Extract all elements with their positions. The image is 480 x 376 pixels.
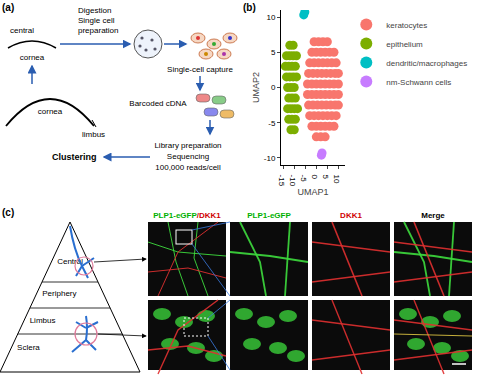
svg-text:0: 0 bbox=[310, 175, 319, 180]
svg-text:Central: Central bbox=[57, 257, 83, 266]
svg-text:10: 10 bbox=[266, 13, 275, 22]
svg-text:-5: -5 bbox=[299, 175, 308, 183]
svg-text:10: 10 bbox=[332, 175, 341, 184]
svg-text:Periphery: Periphery bbox=[42, 289, 76, 298]
svg-text:epithelium: epithelium bbox=[386, 40, 423, 49]
svg-text:preparation: preparation bbox=[78, 26, 118, 35]
svg-text:Single-cell capture: Single-cell capture bbox=[167, 65, 233, 74]
svg-text:UMAP2: UMAP2 bbox=[251, 72, 261, 103]
svg-text:PLP1-eGFP: PLP1-eGFP bbox=[247, 211, 291, 220]
svg-text:-5: -5 bbox=[268, 119, 276, 128]
svg-text:5: 5 bbox=[271, 48, 276, 57]
svg-text:100,000 reads/cell: 100,000 reads/cell bbox=[155, 163, 221, 172]
svg-text:PLP1-eGFP/DKK1: PLP1-eGFP/DKK1 bbox=[153, 211, 221, 220]
svg-text:limbus: limbus bbox=[82, 130, 105, 139]
svg-text:Sequencing: Sequencing bbox=[167, 152, 209, 161]
svg-text:-10: -10 bbox=[264, 154, 276, 163]
svg-text:cornea: cornea bbox=[20, 53, 45, 62]
svg-text:Sclera: Sclera bbox=[17, 343, 40, 352]
svg-text:-10: -10 bbox=[288, 175, 297, 187]
svg-text:nm-Schwann cells: nm-Schwann cells bbox=[386, 78, 451, 87]
svg-text:(c): (c) bbox=[2, 207, 14, 218]
svg-text:dendritic/macrophages: dendritic/macrophages bbox=[386, 59, 467, 68]
svg-text:DKK1: DKK1 bbox=[340, 211, 362, 220]
svg-text:cornea: cornea bbox=[38, 107, 63, 116]
svg-text:(b): (b) bbox=[243, 2, 256, 13]
svg-text:Limbus: Limbus bbox=[30, 316, 56, 325]
svg-text:central: central bbox=[10, 26, 34, 35]
svg-text:Digestion: Digestion bbox=[78, 6, 111, 15]
svg-text:Single cell: Single cell bbox=[78, 16, 115, 25]
svg-text:Merge: Merge bbox=[421, 211, 445, 220]
svg-text:keratocytes: keratocytes bbox=[386, 21, 427, 30]
svg-text:5: 5 bbox=[321, 175, 330, 180]
svg-text:(a): (a) bbox=[2, 2, 14, 13]
svg-text:-15: -15 bbox=[277, 175, 286, 187]
svg-text:UMAP1: UMAP1 bbox=[297, 187, 328, 197]
svg-text:Library preparation: Library preparation bbox=[154, 141, 221, 150]
svg-text:Clustering: Clustering bbox=[52, 152, 97, 162]
svg-text:Barcoded cDNA: Barcoded cDNA bbox=[129, 99, 187, 108]
svg-text:0: 0 bbox=[271, 83, 276, 92]
